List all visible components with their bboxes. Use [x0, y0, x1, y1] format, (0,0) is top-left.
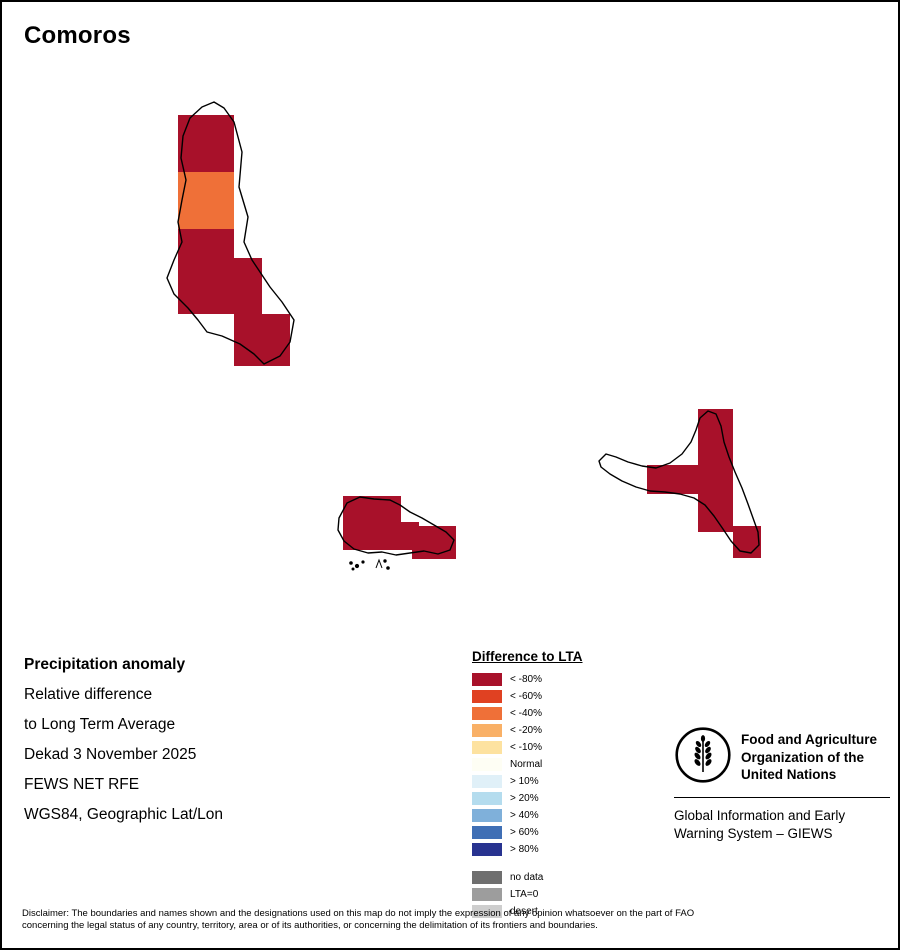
legend-label: < -10%: [510, 742, 542, 753]
map-raster-cells: [178, 115, 761, 559]
legend-item: < -20%: [472, 724, 583, 737]
legend-swatch: [472, 758, 502, 771]
legend-label: < -60%: [510, 691, 542, 702]
legend-label: < -40%: [510, 708, 542, 719]
info-line-projection: WGS84, Geographic Lat/Lon: [24, 806, 224, 823]
legend-label: > 10%: [510, 776, 539, 787]
raster-cell: [178, 229, 234, 286]
raster-cell: [234, 258, 262, 314]
raster-cell: [178, 286, 234, 314]
disclaimer-text: Disclaimer: The boundaries and names sho…: [22, 908, 695, 931]
info-heading: Precipitation anomaly: [24, 656, 186, 673]
fao-block: Food and Agriculture Organization of the…: [674, 726, 890, 843]
islets: [349, 558, 390, 571]
raster-cell: [733, 526, 761, 558]
legend-swatch: [472, 905, 502, 918]
legend-label: Normal: [510, 759, 543, 770]
island-outlines: [166, 101, 760, 556]
info-line-lta: to Long Term Average: [24, 716, 176, 733]
legend-swatch: [472, 724, 502, 737]
fao-logo-row: Food and Agriculture Organization of the…: [674, 726, 890, 784]
legend-item: < -80%: [472, 673, 583, 686]
legend-label: > 80%: [510, 844, 539, 855]
legend-items: < -80% < -60% < -40% < -20% < -10% Normal > 10…: [472, 673, 583, 918]
legend: Difference to LTA < -80% < -60% < -40% < -2…: [472, 648, 583, 922]
island-outline-west: [166, 101, 295, 365]
legend-label: LTA=0: [510, 889, 539, 900]
legend-label: no data: [510, 872, 544, 883]
legend-item: > 40%: [472, 809, 583, 822]
raster-cell: [647, 465, 698, 494]
info-line-source: Relative difference: [24, 686, 153, 703]
raster-cell: [698, 409, 733, 532]
raster-cell: [178, 172, 234, 229]
fao-divider: [674, 797, 890, 798]
fao-org-name: Food and Agriculture Organization of the…: [741, 732, 877, 782]
legend-swatch: [472, 843, 502, 856]
legend-swatch: [472, 888, 502, 901]
legend-item: > 20%: [472, 792, 583, 805]
raster-cell: [343, 496, 401, 522]
legend-item: > 80%: [472, 843, 583, 856]
wheat-ear-icon: [694, 735, 712, 766]
legend-item: > 10%: [472, 775, 583, 788]
info-line-rfe: FEWS NET RFE: [24, 776, 140, 793]
legend-item: < -40%: [472, 707, 583, 720]
legend-swatch: [472, 792, 502, 805]
island-outline-central: [337, 496, 455, 556]
fao-logo-icon: [675, 727, 731, 783]
raster-cell: [412, 526, 456, 559]
legend-item: > 60%: [472, 826, 583, 839]
raster-cell: [234, 314, 290, 366]
legend-item: Normal: [472, 758, 583, 771]
legend-swatch: [472, 673, 502, 686]
legend-item: desert: [472, 905, 583, 918]
legend-label: > 40%: [510, 810, 539, 821]
legend-swatch: [472, 826, 502, 839]
info-line-dekad: Dekad 3 November 2025: [24, 746, 197, 763]
legend-swatch: [472, 741, 502, 754]
legend-item: no data: [472, 871, 583, 884]
legend-label: > 20%: [510, 793, 539, 804]
legend-item: < -60%: [472, 690, 583, 703]
legend-swatch: [472, 871, 502, 884]
legend-label: desert: [510, 906, 538, 917]
page-title: Comoros: [24, 22, 131, 49]
legend-label: > 60%: [510, 827, 539, 838]
legend-title: Difference to LTA: [472, 649, 583, 664]
legend-label: < -80%: [510, 674, 542, 685]
raster-cell: [178, 115, 234, 172]
raster-cell: [343, 522, 419, 550]
map-info-block: Precipitation anomaly Relative differenc…: [24, 650, 223, 830]
legend-item: < -10%: [472, 741, 583, 754]
legend-swatch: [472, 809, 502, 822]
legend-swatch: [472, 707, 502, 720]
legend-swatch: [472, 775, 502, 788]
giews-label: Global Information and Early Warning Sys…: [674, 808, 846, 841]
legend-label: < -20%: [510, 725, 542, 736]
island-outline-east: [598, 410, 760, 554]
legend-item: LTA=0: [472, 888, 583, 901]
legend-swatch: [472, 690, 502, 703]
